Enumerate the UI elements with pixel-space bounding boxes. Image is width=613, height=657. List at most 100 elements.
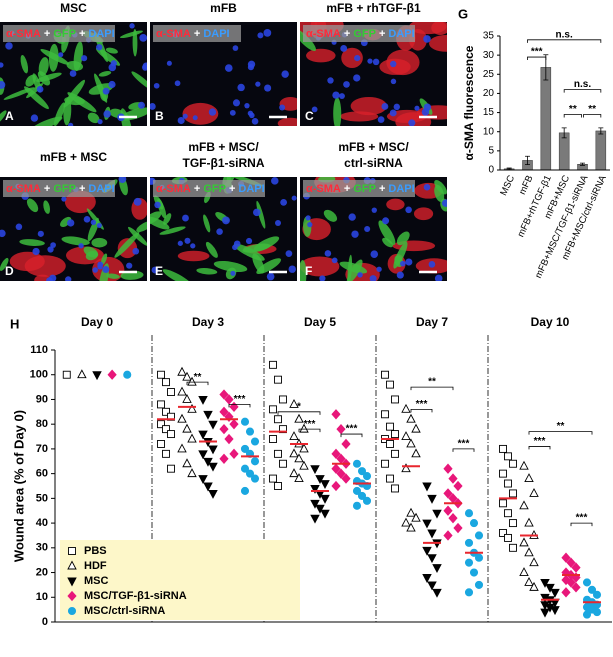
error-bar [525, 155, 530, 166]
marker-square [274, 415, 282, 424]
red-cell [429, 34, 447, 52]
significance-label: ** [194, 372, 202, 383]
significance-label: *** [576, 513, 588, 524]
marker-square [504, 479, 512, 488]
marker-square [62, 370, 71, 379]
marker-triangle-down [320, 480, 330, 489]
y-tick-label: 10 [36, 591, 48, 603]
marker-triangle [529, 581, 539, 591]
marker-triangle-down [92, 371, 102, 381]
sig-bracket [186, 381, 209, 386]
nucleus [390, 60, 397, 68]
marker-circle [362, 496, 372, 505]
marker-triangle [519, 500, 529, 510]
green-cell [20, 55, 29, 74]
y-tick-label: 10 [483, 126, 495, 137]
marker-triangle [289, 448, 299, 458]
marker-circle [250, 437, 260, 446]
nucleus [371, 207, 377, 213]
marker-circle [245, 427, 255, 436]
nucleus [423, 183, 431, 191]
marker-diamond [341, 473, 351, 484]
marker-triangle [182, 393, 192, 403]
sig-bracket [340, 433, 363, 438]
green-cell [105, 47, 118, 54]
nucleus [0, 62, 4, 68]
nucleus [174, 80, 181, 87]
marker-square [279, 395, 287, 404]
stain-part: + [344, 28, 350, 40]
marker-triangle-down [422, 574, 432, 583]
marker-diamond [566, 577, 576, 588]
marker-triangle-down [198, 396, 208, 405]
red-cell [182, 102, 219, 125]
nucleus [253, 208, 261, 217]
marker-square [391, 430, 399, 439]
nucleus [154, 201, 161, 209]
marker-triangle [182, 423, 192, 433]
marker-circle [240, 417, 250, 426]
marker-square [269, 474, 277, 483]
legend-marker [67, 560, 77, 570]
legend-marker [67, 590, 77, 602]
nucleus [5, 42, 13, 50]
nucleus [177, 240, 183, 246]
green-cell [162, 269, 193, 281]
panel-title: mFB [210, 1, 237, 15]
marker-triangle [401, 403, 411, 413]
green-cell [347, 254, 353, 281]
sig-bracket [228, 404, 251, 408]
nucleus [441, 199, 447, 207]
y-tick-label: 5 [488, 145, 494, 156]
marker-triangle-down [540, 608, 550, 618]
nucleus [305, 215, 311, 221]
marker-triangle [529, 487, 539, 497]
nucleus [96, 222, 102, 228]
stain-part: + [79, 183, 85, 195]
red-cell [277, 117, 297, 126]
marker-triangle-down [422, 482, 432, 492]
green-cell [132, 29, 138, 57]
panel-title: MSC [60, 1, 87, 15]
nucleus [0, 229, 6, 238]
green-cell [61, 236, 90, 246]
marker-circle [469, 519, 479, 528]
stain-part: DAPI [388, 183, 414, 195]
nucleus [354, 55, 361, 62]
y-tick-label: 20 [483, 88, 495, 99]
nucleus [307, 222, 313, 228]
marker-diamond [341, 438, 351, 450]
marker-square [269, 360, 277, 369]
stain-part: GFP [53, 28, 76, 40]
marker-diamond [224, 433, 234, 445]
nucleus [340, 45, 348, 52]
nucleus [232, 99, 241, 107]
nucleus [50, 242, 56, 248]
sig-bracket [277, 411, 321, 415]
significance-label: *** [346, 424, 358, 435]
marker-triangle [524, 473, 534, 483]
nucleus [102, 87, 110, 95]
marker-diamond [571, 582, 581, 593]
panel-title: mFB + MSC [40, 150, 107, 164]
nucleus [408, 119, 416, 126]
marker-diamond [224, 394, 234, 405]
sig-bracket [563, 114, 582, 118]
marker-triangle [401, 517, 411, 527]
marker-square [386, 440, 394, 448]
nucleus [83, 215, 91, 223]
nucleus [0, 81, 6, 89]
marker-circle [362, 472, 372, 481]
legend-label: MSC [84, 575, 109, 587]
red-cell [341, 47, 363, 68]
nucleus [414, 105, 420, 111]
y-tick-label: 30 [483, 50, 495, 61]
marker-square [381, 459, 389, 468]
marker-square [269, 435, 277, 443]
nucleus [133, 197, 142, 206]
nucleus [405, 206, 412, 214]
green-cell [256, 200, 266, 229]
panel-letter: H [10, 316, 19, 331]
nucleus [137, 101, 145, 109]
nucleus [32, 247, 40, 256]
